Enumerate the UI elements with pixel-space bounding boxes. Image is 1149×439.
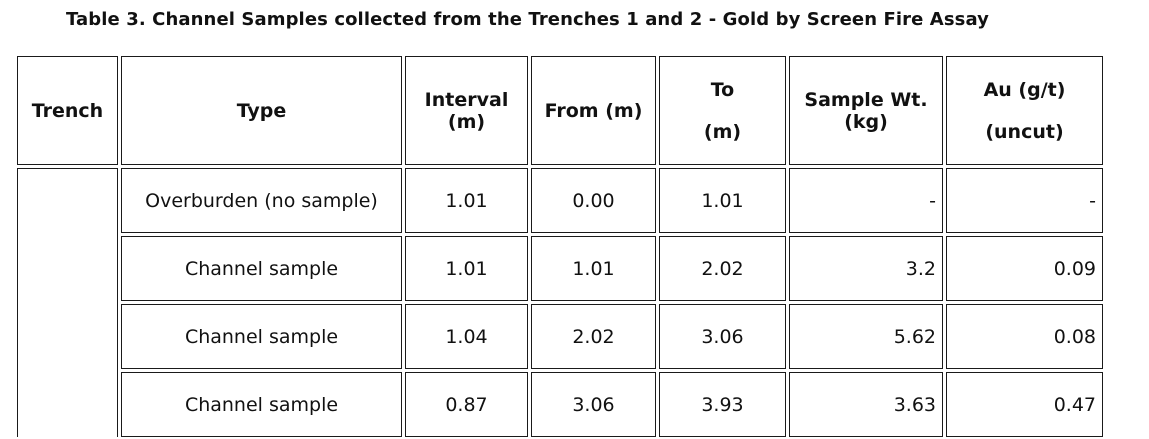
header-au: Au (g/t) (uncut) [946, 56, 1103, 165]
cell-to: 3.93 [659, 372, 786, 437]
header-sample-wt-line1: Sample Wt. [804, 88, 928, 111]
header-from: From (m) [531, 56, 656, 165]
cell-sample-wt: 3.63 [789, 372, 943, 437]
header-type: Type [121, 56, 402, 165]
table-row: Overburden (no sample) 1.01 0.00 1.01 - … [17, 168, 1103, 437]
cell-to: 1.01 [659, 168, 786, 233]
header-to: To (m) [659, 56, 786, 165]
cell-au: - [946, 168, 1103, 233]
header-trench: Trench [17, 56, 118, 165]
table-row: Channel sample 1.01 1.01 2.02 3.2 0.09 [17, 236, 1103, 301]
cell-type: Channel sample [121, 304, 402, 369]
trench-cell [17, 168, 118, 437]
header-to-line2: (m) [703, 120, 742, 143]
cell-au: 0.09 [946, 236, 1103, 301]
header-au-line1: Au (g/t) [983, 78, 1066, 101]
cell-sample-wt: 3.2 [789, 236, 943, 301]
cell-au: 0.08 [946, 304, 1103, 369]
cell-interval: 1.01 [405, 236, 528, 301]
cell-type: Channel sample [121, 236, 402, 301]
cell-sample-wt: 5.62 [789, 304, 943, 369]
cell-sample-wt: - [789, 168, 943, 233]
cell-au: 0.47 [946, 372, 1103, 437]
cell-interval: 1.04 [405, 304, 528, 369]
header-au-line2: (uncut) [985, 120, 1064, 143]
cell-interval: 0.87 [405, 372, 528, 437]
cell-type: Overburden (no sample) [121, 168, 402, 233]
table-row: Channel sample 0.87 3.06 3.93 3.63 0.47 [17, 372, 1103, 437]
cell-to: 3.06 [659, 304, 786, 369]
cell-from: 1.01 [531, 236, 656, 301]
header-sample-wt-line2: (kg) [844, 110, 888, 133]
table-title: Table 3. Channel Samples collected from … [66, 9, 989, 30]
cell-to: 2.02 [659, 236, 786, 301]
header-sample-wt: Sample Wt. (kg) [789, 56, 943, 165]
header-interval: Interval (m) [405, 56, 528, 165]
cell-from: 2.02 [531, 304, 656, 369]
header-interval-line2: (m) [447, 110, 486, 133]
cell-interval: 1.01 [405, 168, 528, 233]
table-row: Channel sample 1.04 2.02 3.06 5.62 0.08 [17, 304, 1103, 369]
header-to-line1: To [710, 78, 735, 101]
channel-samples-table: Trench Type Interval (m) From (m) To (m)… [14, 53, 1106, 439]
cell-from: 3.06 [531, 372, 656, 437]
cell-from: 0.00 [531, 168, 656, 233]
header-row: Trench Type Interval (m) From (m) To (m)… [17, 56, 1103, 165]
header-interval-line1: Interval [424, 88, 509, 111]
cell-type: Channel sample [121, 372, 402, 437]
